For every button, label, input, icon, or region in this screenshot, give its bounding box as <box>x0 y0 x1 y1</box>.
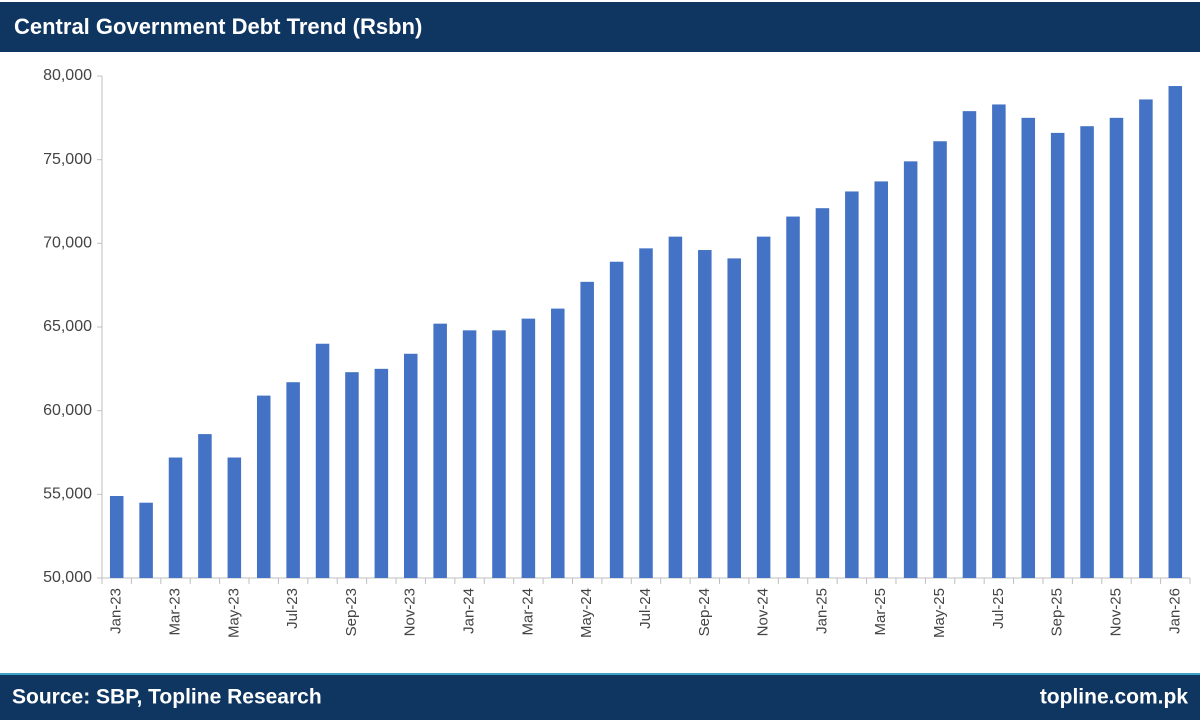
bar <box>374 368 389 578</box>
x-tick-label: Sep-25 <box>1049 588 1066 636</box>
bar <box>1109 117 1124 578</box>
x-tick-label: Jan-25 <box>813 588 830 634</box>
x-tick-label: Jul-23 <box>284 588 301 629</box>
x-tick-label: Jul-25 <box>990 588 1007 629</box>
bar <box>903 161 918 578</box>
x-tick-label: Sep-23 <box>343 588 360 636</box>
bar <box>845 191 859 578</box>
x-tick-label: Nov-24 <box>755 588 772 636</box>
x-tick-label: Nov-23 <box>402 588 419 636</box>
bar <box>1168 86 1183 578</box>
y-tick-label: 55,000 <box>43 486 92 503</box>
x-tick-label: Jul-24 <box>637 588 654 629</box>
bar <box>786 216 800 578</box>
bar <box>815 208 830 578</box>
bar <box>1021 117 1036 578</box>
chart-title: Central Government Debt Trend (Rsbn) <box>14 14 422 39</box>
bar <box>639 248 653 578</box>
bar <box>698 250 712 578</box>
x-tick-label: Jan-26 <box>1166 588 1183 634</box>
bar <box>551 308 565 578</box>
y-tick-label: 60,000 <box>43 402 92 419</box>
bar <box>345 372 359 578</box>
x-tick-label: May-24 <box>578 588 595 638</box>
bar <box>521 318 536 578</box>
bar <box>1050 132 1065 579</box>
bar <box>168 457 183 578</box>
title-bar <box>0 2 1200 52</box>
x-tick-label: Sep-24 <box>696 588 713 636</box>
bar <box>668 236 683 578</box>
x-tick-label: Mar-25 <box>872 588 889 636</box>
y-tick-label: 70,000 <box>43 235 92 252</box>
x-tick-label: Nov-25 <box>1107 588 1124 636</box>
website: topline.com.pk <box>1040 686 1189 709</box>
bar <box>609 261 624 578</box>
x-tick-label: May-23 <box>225 588 242 638</box>
bar <box>933 141 947 578</box>
y-tick-label: 80,000 <box>43 67 92 84</box>
bar <box>433 323 447 578</box>
bar <box>286 382 300 578</box>
bar <box>992 104 1006 579</box>
bar <box>874 181 889 579</box>
bar <box>403 353 418 578</box>
bar <box>109 496 124 578</box>
source-note: Source: SBP, Topline Research <box>12 686 322 709</box>
bar <box>227 457 242 578</box>
bar <box>492 330 506 578</box>
bar <box>1139 99 1153 578</box>
bar <box>727 258 741 578</box>
y-tick-label: 50,000 <box>43 569 92 586</box>
footer-bar <box>0 674 1200 720</box>
bar <box>462 330 477 578</box>
bar <box>962 111 977 578</box>
x-tick-label: May-25 <box>931 588 948 638</box>
y-tick-label: 65,000 <box>43 318 92 335</box>
bar <box>139 502 153 578</box>
x-tick-label: Mar-24 <box>519 588 536 636</box>
x-tick-label: Jan-24 <box>461 588 478 634</box>
bar <box>315 343 330 578</box>
bar <box>256 395 271 578</box>
bar <box>580 281 594 578</box>
x-tick-label: Mar-23 <box>166 588 183 636</box>
bar <box>198 434 212 578</box>
x-tick-label: Jan-23 <box>108 588 125 634</box>
bar <box>756 236 771 578</box>
y-tick-label: 75,000 <box>43 151 92 168</box>
bar <box>1080 126 1094 578</box>
